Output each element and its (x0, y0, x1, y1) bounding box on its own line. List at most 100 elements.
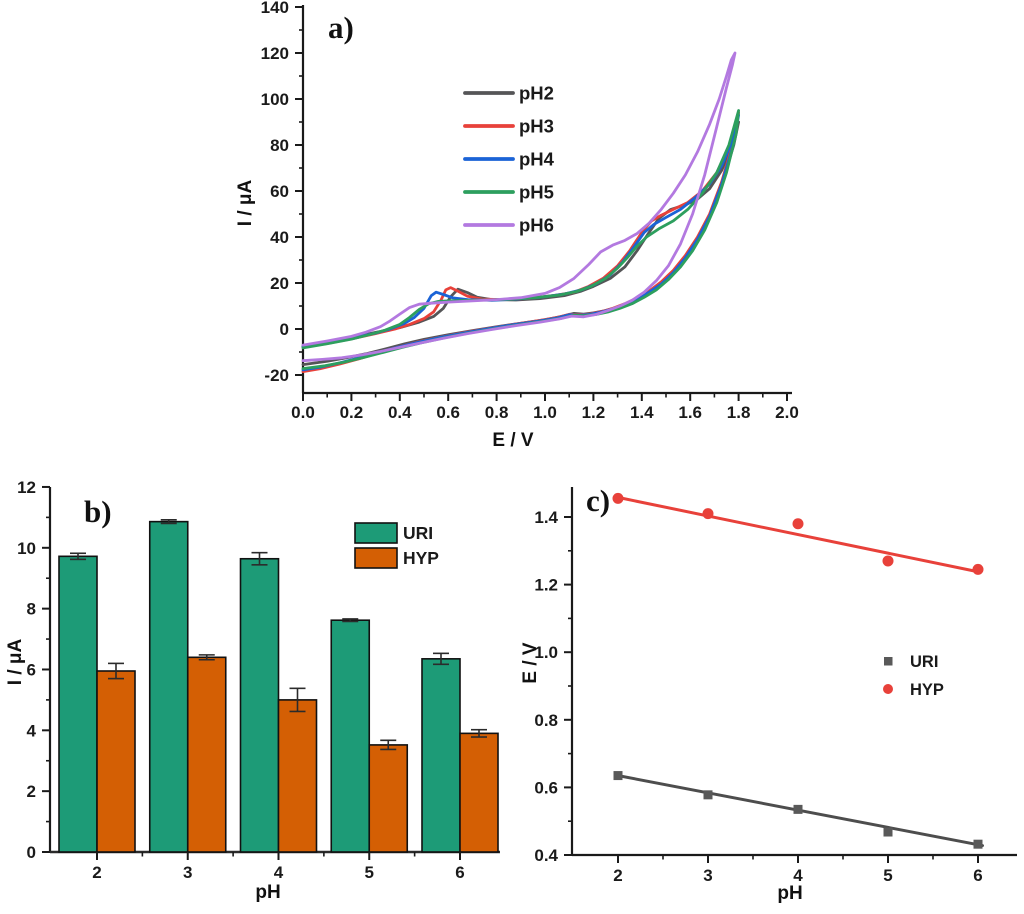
x-tick-label: 1.6 (678, 403, 702, 422)
legend-label-pH6: pH6 (519, 215, 554, 236)
y-tick-label: 12 (17, 478, 36, 497)
bar-HYP-ph4 (277, 699, 318, 853)
legend-label-pH5: pH5 (519, 182, 554, 203)
panel-a-chart: 0.0 0.2 0.4 0.6 0.8 1.0 1.2 1.4 1.6 1.8 2.0 -20 0 20 4… (261, 0, 799, 422)
marker-URI-ph2 (613, 771, 623, 781)
x-tick-label: 1.4 (630, 403, 654, 422)
legend-label-pH4: pH4 (519, 149, 555, 170)
x-tick-label: 2 (613, 866, 622, 885)
marker-HYP-ph2 (612, 492, 624, 504)
x-tick-label: 0.0 (291, 403, 315, 422)
fit-line-HYP (616, 495, 980, 574)
x-tick-label: 2.0 (775, 403, 799, 422)
y-tick-label: -20 (264, 366, 289, 385)
bar-URI-ph2 (58, 555, 98, 853)
panel-a-y-axis-title: I / μA (235, 179, 256, 227)
marker-HYP-ph4 (792, 518, 804, 530)
y-tick-label: 120 (261, 44, 289, 63)
x-tick-label: 5 (365, 863, 374, 882)
legend-marker-URI (884, 657, 893, 666)
error-bar-HYP-ph4 (289, 687, 306, 713)
legend-label-pH3: pH3 (519, 116, 554, 137)
legend-swatch-HYP (354, 547, 398, 569)
x-tick-label: 3 (703, 866, 712, 885)
bar-HYP-ph6 (459, 732, 499, 853)
y-tick-label: 10 (17, 539, 36, 558)
legend-swatch-URI (354, 522, 398, 544)
bar-URI-ph6 (421, 658, 461, 853)
bar-URI-ph5 (330, 619, 371, 853)
x-tick-label: 4 (793, 866, 803, 885)
y-tick-label: 140 (261, 0, 289, 17)
bar-HYP-ph5 (368, 744, 409, 853)
y-tick-label: 1.2 (534, 576, 558, 595)
y-tick-label: 0 (27, 843, 36, 862)
y-tick-label: 0.6 (534, 778, 558, 797)
legend-label-HYP: HYP (403, 548, 439, 568)
y-tick-label: 8 (27, 600, 36, 619)
error-bar-URI-ph2 (70, 552, 86, 561)
y-tick-label: 80 (270, 136, 289, 155)
y-tick-label: 60 (270, 182, 289, 201)
error-bar-URI-ph4 (251, 551, 268, 566)
x-tick-label: 0.8 (485, 403, 509, 422)
panel-c-y-axis-title: E / V (520, 642, 541, 684)
x-tick-label: 2 (92, 863, 101, 882)
error-bar-URI-ph3 (160, 519, 177, 525)
y-tick-label: 1.4 (534, 508, 558, 527)
panel-b-letter: b) (84, 494, 112, 529)
y-tick-label: 2 (27, 782, 36, 801)
error-bar-HYP-ph3 (198, 654, 215, 661)
error-bar-HYP-ph5 (380, 739, 397, 751)
x-tick-label: 1.0 (533, 403, 557, 422)
marker-URI-ph6 (973, 839, 983, 849)
panel-b-x-axis-title: pH (255, 882, 281, 903)
y-tick-label: 0.4 (534, 846, 558, 865)
y-tick-label: 0 (280, 320, 289, 339)
legend-label-URI: URI (910, 653, 938, 671)
legend-label-URI: URI (403, 523, 433, 543)
x-tick-label: 0.4 (388, 403, 412, 422)
x-tick-label: 6 (973, 866, 982, 885)
marker-URI-ph5 (883, 827, 893, 837)
panel-a-letter: a) (328, 10, 354, 45)
marker-URI-ph3 (703, 790, 713, 800)
x-tick-label: 5 (883, 866, 892, 885)
x-tick-label: 0.6 (436, 403, 460, 422)
marker-HYP-ph5 (882, 555, 894, 567)
y-tick-label: 0.8 (534, 711, 558, 730)
y-tick-label: 1.0 (534, 643, 558, 662)
y-tick-label: 20 (270, 274, 289, 293)
bar-HYP-ph3 (186, 656, 227, 853)
x-tick-label: 1.8 (727, 403, 751, 422)
y-tick-label: 40 (270, 228, 289, 247)
panel-c-x-axis-title: pH (777, 883, 803, 904)
panel-a-x-axis-title: E / V (492, 430, 534, 451)
error-bar-URI-ph5 (342, 618, 359, 623)
y-tick-label: 100 (261, 90, 289, 109)
bar-HYP-ph2 (96, 670, 136, 853)
error-bar-URI-ph6 (433, 652, 449, 666)
legend-marker-HYP (883, 684, 893, 694)
bar-URI-ph3 (148, 520, 189, 853)
legend-label-HYP: HYP (910, 681, 944, 699)
panel-b-chart: 0 2 4 6 8 10 12 2 3 4 5 6 URI HYP (17, 478, 500, 882)
bar-URI-ph4 (239, 557, 280, 853)
panel-c-letter: c) (586, 483, 611, 518)
x-tick-label: 6 (455, 863, 464, 882)
x-tick-label: 4 (274, 863, 284, 882)
marker-URI-ph4 (793, 804, 803, 814)
x-tick-label: 3 (183, 863, 192, 882)
error-bar-HYP-ph6 (471, 728, 487, 738)
marker-HYP-ph6 (972, 563, 984, 575)
marker-HYP-ph3 (702, 508, 714, 520)
panel-b-y-axis-title: I / μA (5, 638, 26, 686)
y-tick-label: 6 (27, 660, 36, 679)
error-bar-HYP-ph2 (108, 662, 124, 680)
y-tick-label: 4 (27, 721, 37, 740)
x-tick-label: 1.2 (582, 403, 606, 422)
legend-label-pH2: pH2 (519, 83, 554, 104)
x-tick-label: 0.2 (340, 403, 364, 422)
panel-c-chart: 0.4 0.6 0.8 1.0 1.2 1.4 2 3 4 5 6 URI HYP (534, 487, 1017, 885)
